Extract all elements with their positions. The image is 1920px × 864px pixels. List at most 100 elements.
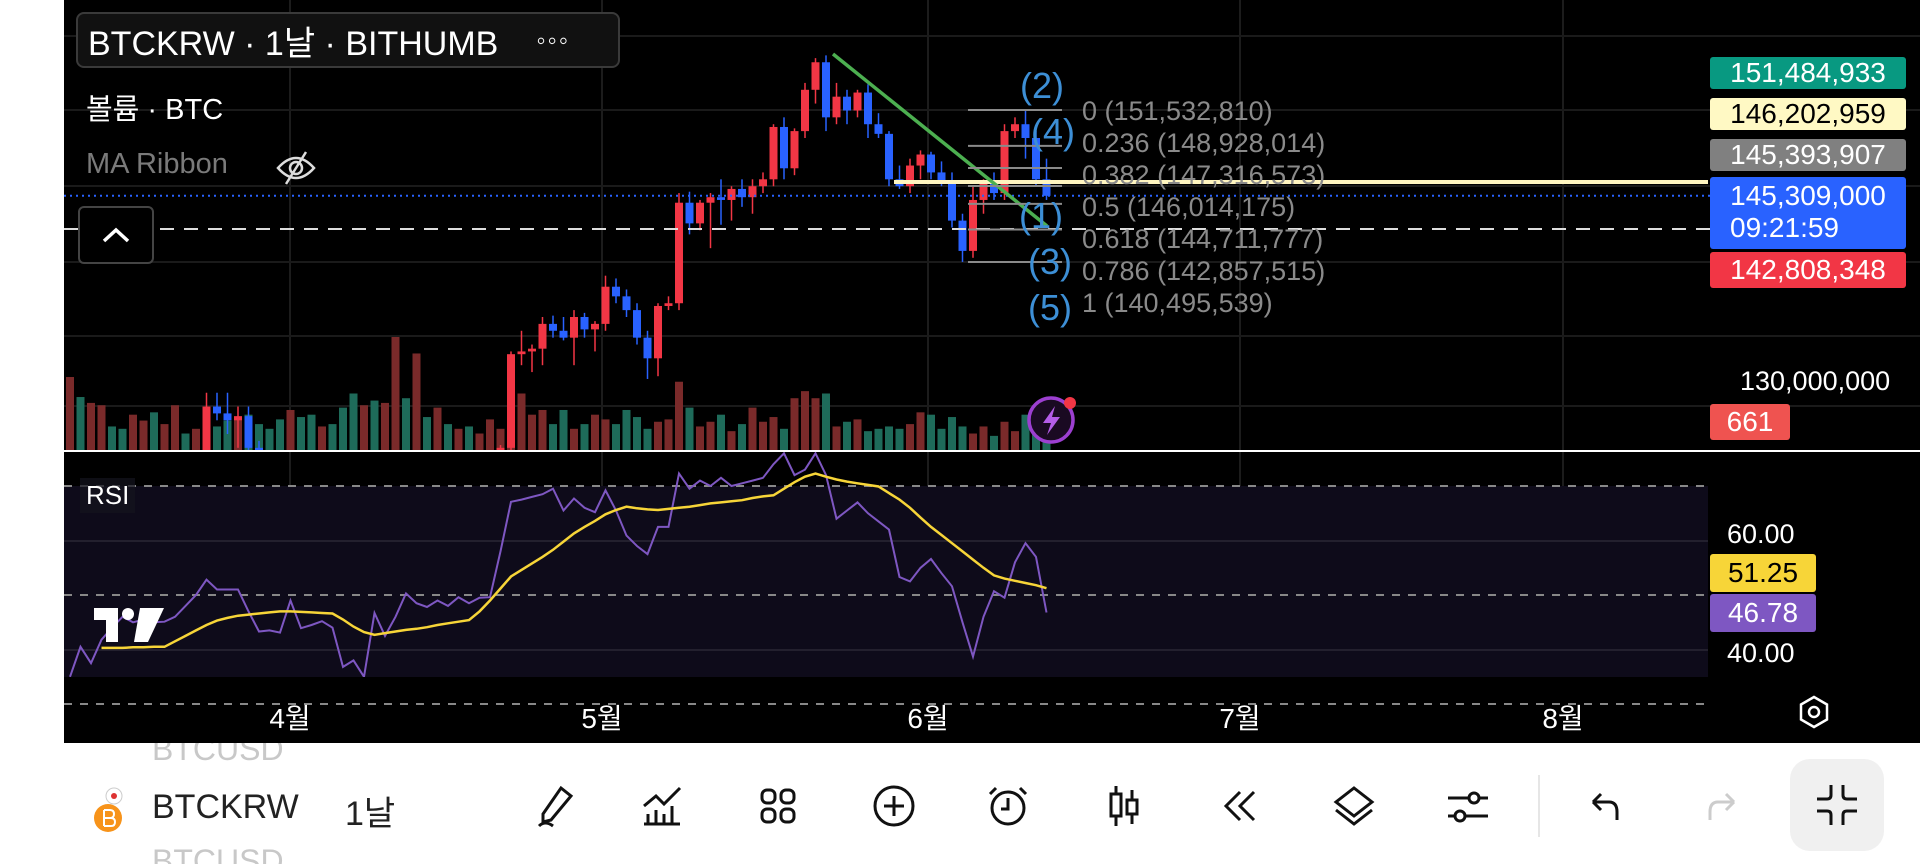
chevron-up-icon: [102, 227, 130, 243]
volume-bar: [1021, 414, 1030, 450]
elliott-wave-label: (3): [1028, 241, 1072, 282]
volume-bar: [108, 426, 116, 450]
candle-body: [559, 330, 568, 338]
volume-bar: [192, 428, 200, 450]
volume-bar: [475, 433, 484, 450]
price-pane: [66, 55, 1051, 481]
candle-body: [496, 447, 505, 450]
rsi-axis-40: 40.00: [1727, 638, 1795, 668]
volume-bar: [790, 398, 799, 450]
volume-bar: [811, 398, 820, 450]
candle-body: [643, 337, 652, 359]
candle-body: [696, 202, 704, 224]
rsi-band: [64, 486, 1708, 677]
candle-body: [990, 182, 998, 194]
grid-icon[interactable]: [754, 782, 802, 830]
ma2-price-label: 145,393,907: [1710, 139, 1906, 171]
fib-level-label: 0 (151,532,810): [1082, 96, 1273, 126]
fib-level-label: 0.236 (148,928,014): [1082, 128, 1325, 158]
volume-bar: [496, 428, 505, 450]
volume-bar: [969, 433, 977, 450]
volume-bar: [717, 414, 725, 450]
volume-bar: [118, 428, 127, 450]
volume-bar: [517, 393, 526, 450]
plus-circle-icon[interactable]: [870, 782, 918, 830]
undo-icon[interactable]: [1581, 782, 1629, 830]
replay-icon[interactable]: [1216, 782, 1264, 830]
candle-body: [937, 172, 946, 183]
volume-badge: 661: [1710, 404, 1790, 440]
more-options-icon[interactable]: ◦◦◦: [536, 24, 570, 55]
candle-body: [1042, 179, 1051, 196]
candle-body: [465, 466, 473, 470]
volume-bar: [171, 405, 179, 450]
volume-bar: [874, 428, 883, 450]
candle-body: [140, 464, 148, 481]
volume-bar: [87, 402, 95, 450]
trend-line: [831, 52, 1049, 228]
volume-bar: [895, 428, 904, 450]
previous-symbol[interactable]: BTCUSD: [152, 743, 284, 767]
volume-bar: [97, 405, 106, 450]
volume-bar: [255, 424, 263, 450]
rsi-ma-line: [101, 472, 1047, 650]
lightning-alert-icon[interactable]: [1025, 394, 1081, 446]
volume-bar: [759, 421, 767, 450]
volume-bar: [160, 424, 169, 450]
candles-icon[interactable]: [1100, 782, 1148, 830]
interval-selector[interactable]: 1날: [345, 795, 396, 833]
current-symbol[interactable]: BTCKRW: [152, 788, 299, 826]
candle-body: [182, 462, 190, 472]
layers-icon[interactable]: [1330, 782, 1378, 830]
volume-bar: [843, 421, 851, 450]
chart-area[interactable]: 0 (151,532,810) 0.236 (148,928,014) 0.382 …: [64, 0, 1920, 743]
elliott-wave-label: (4): [1031, 111, 1075, 152]
candle-body: [591, 323, 599, 330]
candle-body: [444, 471, 452, 475]
volume-bar: [885, 426, 893, 450]
volume-bar: [570, 428, 578, 450]
chart-settings-icon[interactable]: [1796, 694, 1832, 730]
candle-body: [612, 286, 620, 297]
candle-body: [234, 416, 242, 421]
volume-bar: [297, 417, 305, 450]
volume-bar: [1011, 431, 1019, 450]
redo-icon[interactable]: [1698, 782, 1746, 830]
rsi-ma-value-badge: 51.25: [1710, 554, 1816, 592]
candle-body: [685, 202, 694, 224]
volume-bar: [948, 417, 956, 450]
volume-bar: [66, 377, 74, 450]
ma-ribbon-label[interactable]: MA Ribbon: [86, 148, 228, 180]
volume-bar: [853, 419, 862, 450]
candle-body: [738, 188, 746, 198]
alarm-icon[interactable]: [984, 782, 1032, 830]
candle-body: [706, 197, 715, 203]
volume-bar: [916, 412, 925, 450]
elliott-wave-label: (1): [1019, 195, 1063, 236]
indicators-icon[interactable]: [638, 782, 686, 830]
candle-body: [455, 466, 463, 476]
candle-body: [223, 413, 232, 421]
volume-bar: [265, 428, 274, 450]
volume-bar: [528, 414, 536, 450]
next-symbol[interactable]: BTCUSD: [152, 843, 284, 864]
volume-bar: [822, 393, 830, 450]
settings-sliders-icon[interactable]: [1444, 782, 1492, 830]
pencil-icon[interactable]: [531, 782, 579, 830]
candle-body: [150, 464, 158, 475]
rsi-line: [69, 452, 1048, 677]
volume-indicator-label[interactable]: 볼륨 · BTC: [86, 94, 224, 126]
candle-body: [517, 351, 526, 355]
symbol-switcher[interactable]: BTCUSD BTCUSD: [0, 743, 1920, 864]
candle-body: [255, 447, 263, 450]
exit-fullscreen-button[interactable]: [1790, 759, 1884, 851]
volume-bar: [549, 424, 557, 450]
rsi-indicator-label[interactable]: RSI: [80, 478, 136, 513]
volume-bar: [958, 426, 967, 450]
collapse-legend-button[interactable]: [78, 206, 154, 264]
candle-body: [549, 323, 557, 331]
chart-canvas[interactable]: 0 (151,532,810)0.236 (148,928,014)0.382 …: [64, 0, 1920, 743]
eye-off-icon[interactable]: [274, 148, 318, 188]
symbol-legend[interactable]: BTCKRW · 1날 · BITHUMB ◦◦◦: [76, 12, 620, 68]
fib-level-label: 0.618 (144,711,777): [1082, 224, 1323, 254]
